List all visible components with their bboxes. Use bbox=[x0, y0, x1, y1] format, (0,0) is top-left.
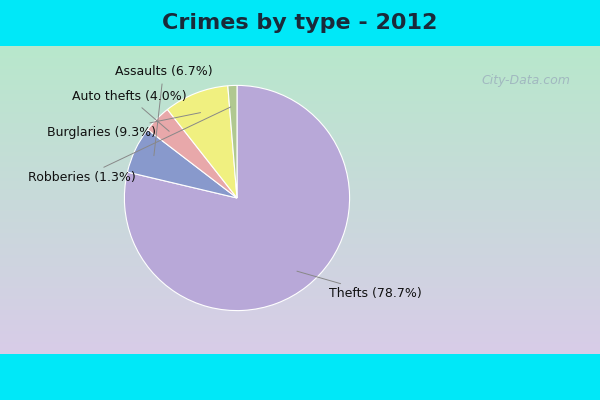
Text: City-Data.com: City-Data.com bbox=[481, 74, 570, 87]
Wedge shape bbox=[167, 86, 237, 198]
Text: Auto thefts (4.0%): Auto thefts (4.0%) bbox=[72, 90, 187, 131]
Wedge shape bbox=[228, 86, 237, 198]
Text: Assaults (6.7%): Assaults (6.7%) bbox=[115, 65, 212, 156]
Text: Robberies (1.3%): Robberies (1.3%) bbox=[28, 107, 231, 184]
Text: Burglaries (9.3%): Burglaries (9.3%) bbox=[47, 113, 200, 139]
Text: Thefts (78.7%): Thefts (78.7%) bbox=[297, 271, 422, 300]
Wedge shape bbox=[127, 130, 237, 198]
Wedge shape bbox=[124, 86, 350, 310]
Wedge shape bbox=[148, 110, 237, 198]
Text: Crimes by type - 2012: Crimes by type - 2012 bbox=[163, 13, 437, 33]
